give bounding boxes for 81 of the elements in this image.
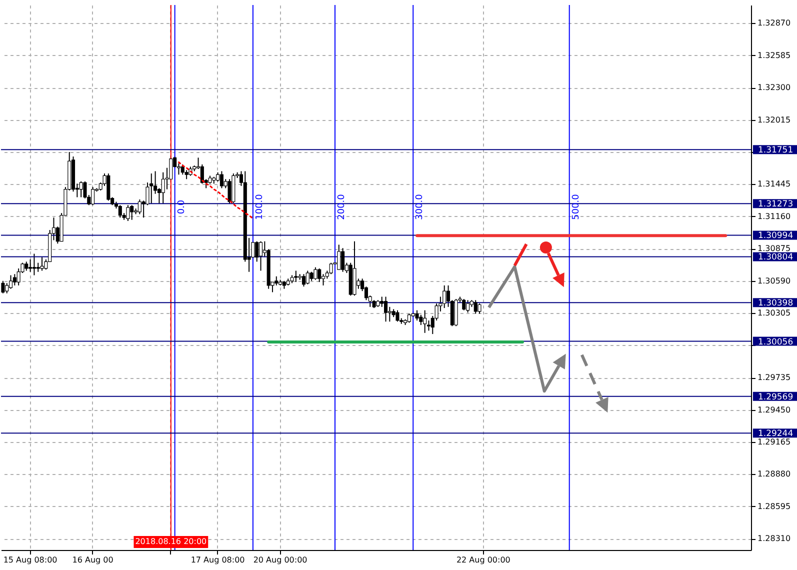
candlestick xyxy=(318,268,322,283)
ref-line-label: 1.30804 xyxy=(758,252,794,263)
candlestick xyxy=(220,170,224,189)
y-tick-label: 1.32015 xyxy=(758,115,791,124)
y-tick-label: 1.30590 xyxy=(758,276,791,286)
candlestick xyxy=(138,198,142,215)
annotation: 300.0 xyxy=(415,194,426,220)
candlestick xyxy=(274,276,278,286)
y-tick-label: 1.32300 xyxy=(758,83,791,92)
candlestick xyxy=(91,186,95,206)
candlestick xyxy=(423,310,427,334)
candlestick xyxy=(106,172,110,202)
annotation: 100.0 xyxy=(254,194,265,220)
candlestick xyxy=(302,274,306,288)
ref-line-label: 1.29569 xyxy=(758,392,794,402)
candlestick xyxy=(161,172,165,205)
x-tick-label: 20 Aug 00:00 xyxy=(253,556,308,564)
y-tick-label: 1.29450 xyxy=(758,405,791,414)
y-tick-label: 1.28880 xyxy=(758,470,791,479)
candlestick xyxy=(310,271,314,282)
candlestick xyxy=(466,300,470,314)
candlestick xyxy=(5,282,9,294)
line-series xyxy=(178,161,254,220)
annotation: 0.0 xyxy=(176,200,187,214)
ref-line-label: 1.31273 xyxy=(758,200,794,210)
ref-line-label: 1.31751 xyxy=(758,146,794,156)
candlestick xyxy=(126,204,130,222)
x-tick-label: 16 Aug 00 xyxy=(72,556,114,564)
y-tick-label: 1.29165 xyxy=(758,438,791,447)
candlestick xyxy=(79,180,83,198)
candlestick xyxy=(130,204,134,220)
candlestick xyxy=(216,172,220,182)
ref-line-label: 1.30398 xyxy=(758,298,794,309)
candlestick xyxy=(419,314,423,326)
candlestick xyxy=(407,313,411,324)
ref-line-label: 1.30994 xyxy=(758,231,794,242)
candlestick xyxy=(259,240,263,272)
y-tick-label: 1.28310 xyxy=(758,534,791,544)
ref-line-label: 1.30056 xyxy=(758,337,794,348)
annotation: 200.0 xyxy=(336,194,347,220)
candlestick xyxy=(255,240,259,262)
x-tick-label: 15 Aug 08:00 xyxy=(3,556,58,564)
candlestick xyxy=(12,274,16,286)
candlestick xyxy=(384,296,388,322)
candlestick xyxy=(474,300,478,314)
candlestick xyxy=(337,244,341,270)
candlestick xyxy=(329,262,333,275)
candlestick xyxy=(228,178,232,205)
y-tick-label: 1.32585 xyxy=(758,50,791,60)
candlestick xyxy=(396,310,400,322)
y-tick-label: 1.31445 xyxy=(758,180,791,189)
x-tick-label: 2018.08.16 20:00 xyxy=(135,537,207,546)
y-tick-label: 1.30875 xyxy=(758,244,791,254)
x-tick-label: 17 Aug 08:00 xyxy=(190,556,245,564)
ref-line-label: 1.29244 xyxy=(758,429,794,440)
y-tick-label: 1.32870 xyxy=(758,18,791,28)
y-tick-label: 1.29735 xyxy=(758,373,791,382)
candlestick xyxy=(32,253,36,276)
candlestick xyxy=(322,274,326,286)
candlestick xyxy=(462,298,466,311)
y-tick-label: 1.28595 xyxy=(758,502,791,511)
x-tick-label: 22 Aug 00:00 xyxy=(456,556,510,564)
candlestick xyxy=(118,204,122,218)
annotation: 500.0 xyxy=(571,194,582,220)
candlestick xyxy=(28,258,32,272)
candlestick xyxy=(478,303,482,314)
candlestick xyxy=(294,270,298,283)
y-tick-label: 1.30305 xyxy=(758,308,791,318)
candlestick xyxy=(1,280,5,294)
candlestick xyxy=(306,270,310,285)
candlestick xyxy=(36,262,40,272)
y-tick-label: 1.31160 xyxy=(758,212,791,221)
candlestick xyxy=(24,261,28,272)
candlestick xyxy=(341,248,345,272)
candlestick xyxy=(314,266,318,280)
candlestick xyxy=(9,274,13,290)
candlestick xyxy=(415,310,419,321)
candlestick xyxy=(442,284,446,309)
candlestick xyxy=(150,172,154,205)
candlestick xyxy=(184,170,188,180)
candlestick xyxy=(40,256,44,272)
